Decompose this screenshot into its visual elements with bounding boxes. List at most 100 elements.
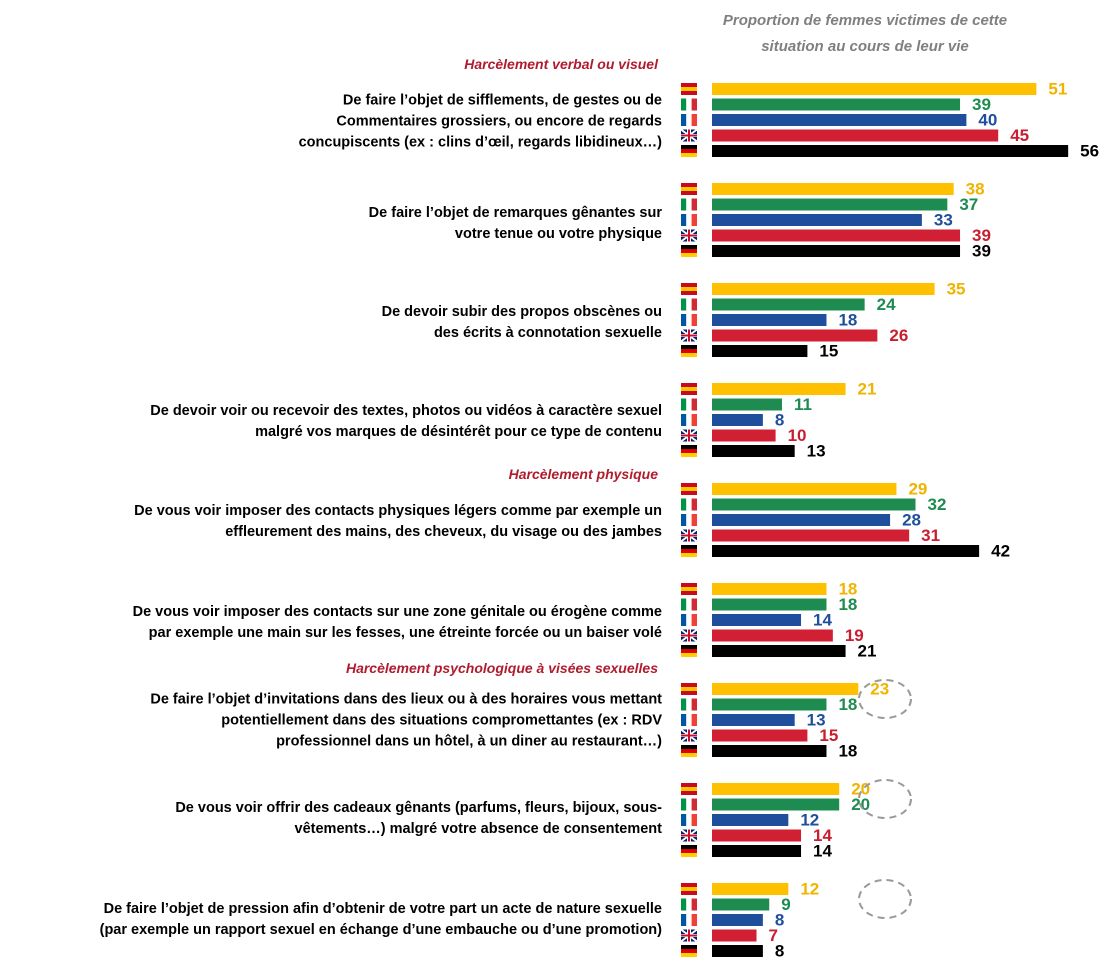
flag bbox=[691, 314, 697, 326]
flag bbox=[681, 834, 697, 837]
value-label: 45 bbox=[1010, 126, 1029, 145]
bar bbox=[712, 183, 954, 195]
flag bbox=[681, 414, 687, 426]
item-text: De vous voir imposer des contacts sur un… bbox=[132, 604, 662, 641]
flag bbox=[681, 434, 697, 437]
bar bbox=[712, 283, 935, 295]
flag bbox=[681, 745, 697, 749]
bar bbox=[712, 945, 763, 957]
bar bbox=[712, 545, 980, 557]
flag bbox=[686, 598, 692, 611]
flag bbox=[681, 949, 697, 953]
highlight bbox=[858, 879, 912, 919]
flag bbox=[681, 191, 697, 195]
value-label: 10 bbox=[788, 426, 807, 445]
flag bbox=[691, 298, 697, 311]
section-label: Harcèlement verbal ou visuel bbox=[464, 56, 658, 72]
chart-title: Proportion de femmes victimes de cette bbox=[722, 12, 1008, 29]
value-label: 23 bbox=[870, 679, 889, 698]
bar bbox=[712, 329, 878, 342]
item-text: De vous voir offrir des cadeaux gênants … bbox=[175, 800, 662, 837]
bar bbox=[712, 683, 859, 695]
flag bbox=[681, 145, 697, 149]
bar bbox=[712, 929, 757, 942]
flag bbox=[681, 791, 697, 795]
flag bbox=[681, 153, 697, 157]
flag bbox=[681, 845, 697, 849]
value-label: 14 bbox=[813, 841, 832, 860]
bar bbox=[712, 198, 948, 211]
flag bbox=[681, 914, 687, 926]
flag bbox=[681, 253, 697, 257]
bar bbox=[712, 883, 789, 895]
flag bbox=[686, 798, 692, 811]
flag bbox=[686, 514, 692, 526]
flag bbox=[681, 534, 697, 537]
flag bbox=[686, 614, 692, 626]
flag bbox=[681, 934, 697, 937]
section-label: Harcèlement psychologique à visées sexue… bbox=[345, 660, 658, 676]
flag bbox=[686, 814, 692, 826]
flag bbox=[681, 87, 697, 91]
flag bbox=[681, 149, 697, 153]
value-label: 33 bbox=[934, 210, 953, 229]
flag bbox=[691, 614, 697, 626]
bar bbox=[712, 214, 922, 226]
flag bbox=[686, 214, 692, 226]
flag bbox=[681, 753, 697, 757]
value-label: 18 bbox=[838, 579, 857, 598]
flag bbox=[681, 298, 687, 311]
flag bbox=[681, 787, 697, 791]
flag bbox=[681, 849, 697, 853]
bar bbox=[712, 629, 833, 642]
flag bbox=[681, 734, 697, 737]
item-text: De faire l’objet de remarques gênantes s… bbox=[368, 205, 662, 242]
flag bbox=[681, 91, 697, 95]
value-label: 9 bbox=[781, 895, 790, 914]
flag bbox=[691, 714, 697, 726]
flag bbox=[691, 798, 697, 811]
flag bbox=[681, 114, 687, 126]
value-label: 18 bbox=[838, 695, 857, 714]
value-label: 39 bbox=[972, 95, 991, 114]
flag bbox=[681, 945, 697, 949]
flag bbox=[691, 98, 697, 111]
flag bbox=[681, 287, 697, 291]
flag bbox=[681, 383, 697, 387]
bar bbox=[712, 783, 840, 795]
bar bbox=[712, 898, 770, 911]
flag bbox=[686, 914, 692, 926]
flag bbox=[691, 898, 697, 911]
bar bbox=[712, 914, 763, 926]
value-label: 21 bbox=[858, 641, 877, 660]
flag bbox=[686, 198, 692, 211]
value-label: 29 bbox=[908, 479, 927, 498]
value-label: 12 bbox=[800, 879, 819, 898]
flag bbox=[681, 698, 687, 711]
value-label: 56 bbox=[1080, 141, 1099, 160]
bar bbox=[712, 383, 846, 395]
flag bbox=[681, 398, 687, 411]
bar bbox=[712, 445, 795, 457]
item-text: De faire l’objet de pression afin d’obte… bbox=[99, 901, 662, 938]
flag bbox=[681, 134, 697, 137]
flag bbox=[681, 814, 687, 826]
value-label: 42 bbox=[991, 541, 1010, 560]
item-text: De vous voir imposer des contacts physiq… bbox=[134, 503, 662, 540]
bar bbox=[712, 714, 795, 726]
value-label: 8 bbox=[775, 910, 784, 929]
bar bbox=[712, 398, 782, 411]
flag bbox=[691, 514, 697, 526]
value-label: 12 bbox=[800, 810, 819, 829]
flag bbox=[681, 391, 697, 395]
flag bbox=[681, 483, 697, 487]
bar bbox=[712, 729, 808, 742]
value-label: 39 bbox=[972, 241, 991, 260]
flag bbox=[686, 114, 692, 126]
value-label: 18 bbox=[838, 595, 857, 614]
bar bbox=[712, 798, 840, 811]
bar bbox=[712, 414, 763, 426]
item-text: De devoir voir ou recevoir des textes, p… bbox=[150, 403, 662, 440]
bar bbox=[712, 829, 802, 842]
value-label: 19 bbox=[845, 626, 864, 645]
